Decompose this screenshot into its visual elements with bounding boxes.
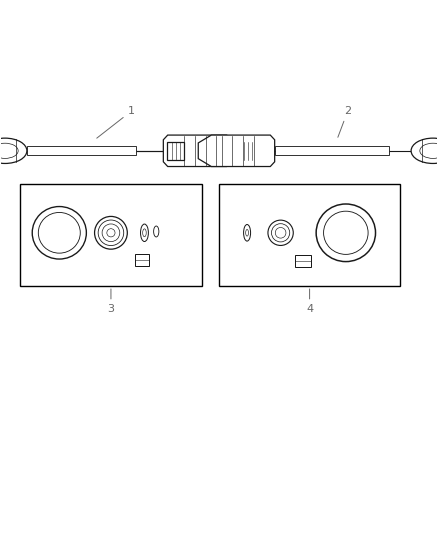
Ellipse shape	[98, 220, 124, 246]
Polygon shape	[167, 142, 184, 159]
Polygon shape	[240, 142, 256, 159]
Ellipse shape	[316, 204, 375, 262]
Ellipse shape	[268, 220, 293, 246]
Text: 4: 4	[306, 289, 313, 314]
Text: 2: 2	[338, 106, 351, 138]
Ellipse shape	[32, 206, 86, 259]
Ellipse shape	[272, 224, 290, 242]
Ellipse shape	[38, 213, 80, 253]
Ellipse shape	[411, 138, 438, 164]
Ellipse shape	[154, 226, 159, 237]
Bar	[219, 183, 400, 286]
Ellipse shape	[246, 230, 248, 236]
Bar	[135, 254, 149, 265]
Ellipse shape	[244, 224, 251, 241]
Ellipse shape	[95, 216, 127, 249]
Ellipse shape	[324, 211, 368, 254]
Text: 1: 1	[97, 106, 135, 138]
Polygon shape	[198, 135, 275, 166]
Polygon shape	[275, 147, 389, 155]
Text: 3: 3	[107, 289, 114, 314]
Bar	[295, 255, 311, 267]
Ellipse shape	[0, 138, 27, 164]
Bar	[20, 183, 201, 286]
Ellipse shape	[0, 143, 18, 158]
Ellipse shape	[102, 224, 120, 241]
Ellipse shape	[276, 228, 286, 238]
Polygon shape	[163, 135, 240, 166]
Ellipse shape	[143, 229, 146, 237]
Polygon shape	[27, 147, 136, 155]
Ellipse shape	[141, 224, 148, 241]
Ellipse shape	[107, 229, 115, 237]
Ellipse shape	[420, 143, 438, 158]
